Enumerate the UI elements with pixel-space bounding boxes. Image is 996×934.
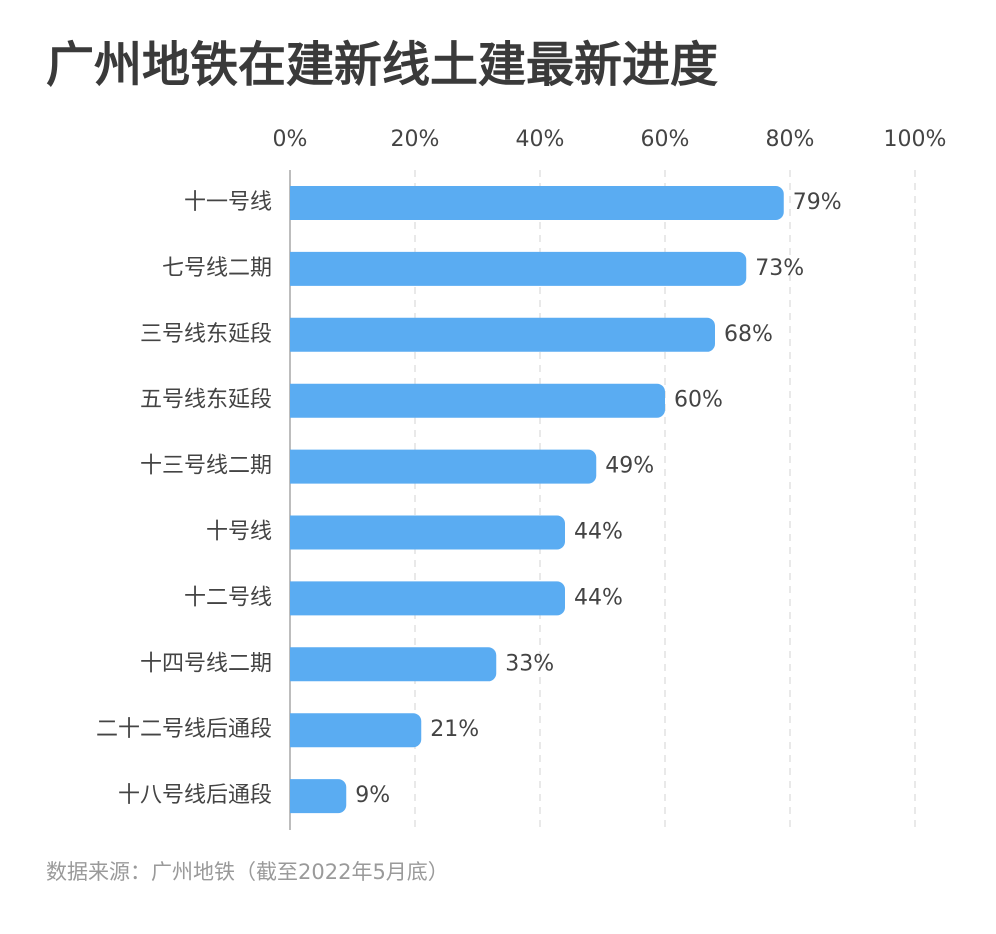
value-label: 44% (574, 520, 623, 545)
x-tick-label: 60% (641, 127, 690, 152)
y-tick-label: 十八号线后通段 (118, 783, 272, 808)
bar (290, 383, 665, 418)
bar (290, 515, 565, 550)
source-note: 数据来源：广州地铁（截至2022年5月底） (46, 860, 449, 884)
bar (290, 713, 422, 748)
y-tick-label: 十四号线二期 (140, 651, 272, 676)
chart-title: 广州地铁在建新线土建最新进度 (46, 37, 718, 93)
x-tick-label: 100% (884, 127, 947, 152)
bar (290, 186, 784, 220)
y-tick-label: 十三号线二期 (140, 454, 272, 479)
x-tick-label: 20% (391, 127, 440, 152)
bar (290, 647, 497, 682)
bar (290, 449, 597, 484)
value-label: 44% (574, 585, 623, 610)
bar (290, 779, 347, 814)
x-tick-label: 0% (273, 127, 308, 152)
bar (290, 581, 565, 616)
y-tick-label: 三号线东延段 (140, 322, 272, 347)
x-tick-label: 40% (516, 127, 565, 152)
value-label: 33% (505, 651, 554, 676)
y-tick-label: 十号线 (206, 520, 272, 545)
x-tick-label: 80% (766, 127, 815, 152)
bar (290, 251, 747, 286)
value-label: 49% (605, 454, 654, 479)
value-label: 79% (793, 190, 842, 215)
y-tick-label: 五号线东延段 (140, 388, 272, 413)
y-tick-label: 二十二号线后通段 (96, 717, 272, 742)
y-tick-label: 七号线二期 (162, 256, 272, 281)
value-label: 68% (724, 322, 773, 347)
bar (290, 317, 715, 352)
value-label: 9% (355, 783, 390, 808)
y-tick-label: 十一号线 (184, 190, 272, 215)
y-tick-label: 十二号线 (184, 585, 272, 610)
value-label: 21% (430, 717, 479, 742)
value-label: 73% (755, 256, 804, 281)
value-label: 60% (674, 388, 723, 413)
